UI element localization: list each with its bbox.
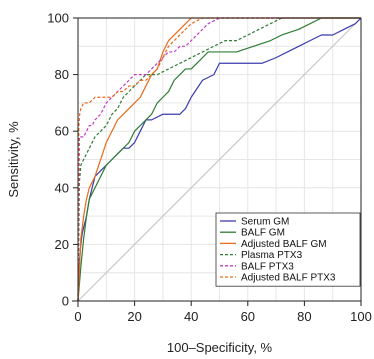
legend-label: Adjusted BALF PTX3	[241, 273, 336, 284]
y-tick-label: 100	[47, 11, 69, 26]
y-tick-label: 60	[55, 124, 69, 139]
legend-label: Serum GM	[241, 217, 289, 228]
y-tick-label: 80	[55, 67, 69, 82]
series-line-plasma-ptx3	[77, 17, 361, 302]
x-tick-label: 60	[241, 309, 255, 324]
y-axis-title: Sensitivity, %	[6, 121, 21, 198]
y-tick-label: 40	[55, 180, 69, 195]
legend-label: Adjusted BALF GM	[241, 239, 327, 250]
reference-line-layer	[77, 17, 362, 302]
tick-labels: 0 20 40 60 80 100 0 20 40 60 80 100	[47, 11, 372, 325]
series-line-balf-gm	[77, 17, 361, 302]
axes	[72, 17, 362, 307]
series-line-serum-gm	[77, 17, 362, 302]
series-line-adjusted-balf-ptx3	[77, 17, 361, 302]
legend-label: BALF GM	[241, 228, 285, 239]
y-tick-label: 20	[55, 237, 69, 252]
x-tick-label: 80	[297, 309, 311, 324]
x-tick-label: 100	[350, 309, 372, 324]
legend-box	[215, 212, 361, 287]
x-tick-label: 40	[184, 309, 198, 324]
x-tick-label: 20	[127, 309, 141, 324]
reference-diagonal	[77, 17, 362, 302]
legend-label: Plasma PTX3	[241, 250, 303, 261]
series-layer	[77, 17, 362, 302]
y-tick-label: 0	[62, 294, 69, 309]
x-tick-label: 0	[74, 309, 81, 324]
legend-label: BALF PTX3	[241, 261, 294, 272]
x-axis-title: 100–Specificity, %	[167, 340, 273, 355]
series-line-balf-ptx3	[77, 17, 361, 302]
